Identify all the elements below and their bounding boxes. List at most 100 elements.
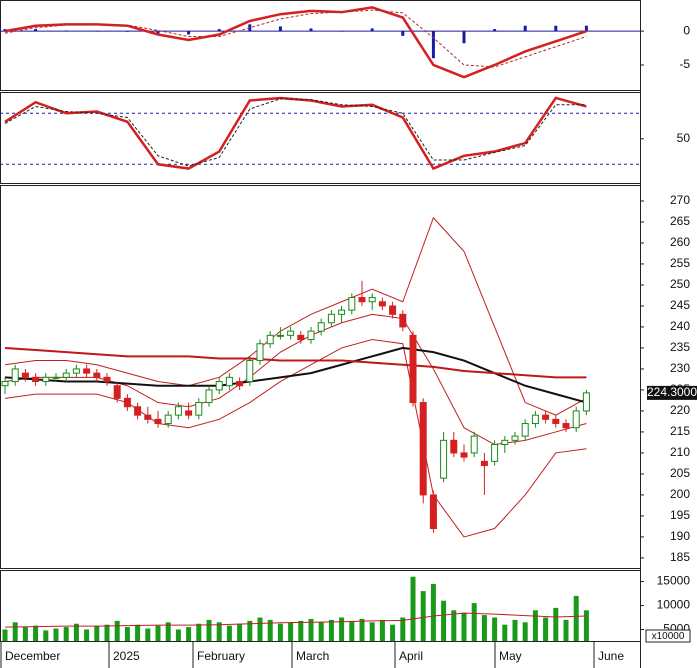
volume-bar <box>22 627 28 641</box>
indicator-line <box>4 313 587 446</box>
candle-body <box>42 376 50 383</box>
volume-bar <box>237 623 243 641</box>
volume-bar <box>420 591 426 641</box>
volume-bar <box>390 624 396 641</box>
volume-bar <box>53 628 59 641</box>
volume-bar <box>502 624 508 641</box>
candle-body <box>185 410 193 416</box>
indicator-line <box>4 216 587 416</box>
candle-body <box>297 334 305 341</box>
y-tick-label: 210 <box>670 445 690 459</box>
indicator-line <box>4 346 587 404</box>
volume-bar <box>155 625 161 641</box>
x-tick-label: April <box>399 649 423 663</box>
candle-body <box>399 313 407 328</box>
volume-bar <box>308 618 314 641</box>
volume-bar <box>471 603 477 641</box>
volume-bar <box>267 619 273 641</box>
candle-body <box>491 444 499 462</box>
volume-bar <box>451 610 457 641</box>
last-price-label: 224.3000 <box>647 385 697 399</box>
volume-bar <box>543 617 549 641</box>
y-tick-label: 190 <box>670 529 690 543</box>
candle-body <box>409 334 417 404</box>
candle-body <box>582 392 590 412</box>
candle-body <box>317 322 325 332</box>
volume-bar <box>573 595 579 641</box>
histogram-bar <box>309 28 313 32</box>
candle-body <box>32 376 40 383</box>
last-price-box <box>647 385 697 400</box>
indicator-line <box>4 339 587 538</box>
y-tick-label: 255 <box>670 256 690 270</box>
candle-body <box>103 376 111 383</box>
volume-bar <box>522 622 528 641</box>
indicator-line <box>4 612 587 628</box>
candle-body <box>154 418 162 425</box>
volume-bar <box>114 620 120 641</box>
histogram-bar <box>278 26 282 32</box>
volume-bar <box>104 624 110 641</box>
candle-body <box>276 334 284 337</box>
volume-bar <box>63 627 69 641</box>
x-tick-label: 2025 <box>113 649 140 663</box>
histogram-bar <box>554 25 558 32</box>
candle-body <box>164 414 172 425</box>
x-tick-label: March <box>296 649 329 663</box>
volume-bar <box>33 625 39 641</box>
volume-bar <box>165 622 171 641</box>
volume-bar <box>349 620 355 641</box>
histogram-bar <box>187 31 191 35</box>
histogram-bar <box>64 30 68 32</box>
histogram-bar <box>493 29 497 32</box>
y-tick-label: 50 <box>677 131 691 145</box>
candle-body <box>52 376 60 379</box>
volume-bar <box>43 630 49 641</box>
candle-body <box>83 368 91 374</box>
indicator-line <box>4 9 587 68</box>
volume-bar <box>196 623 202 641</box>
volume-bar <box>379 619 385 641</box>
histogram-bar <box>340 31 344 32</box>
volume-bar <box>84 629 90 641</box>
candle-body <box>246 360 254 383</box>
volume-bar <box>359 618 365 641</box>
y-tick-label: 260 <box>670 235 690 249</box>
histogram-bar <box>523 25 527 32</box>
y-tick-label: 220 <box>670 403 690 417</box>
candle-body <box>256 343 264 362</box>
panel-frame <box>0 92 641 184</box>
candle-body <box>511 435 519 441</box>
histogram-bar <box>217 29 221 32</box>
histogram-bar <box>584 25 588 32</box>
candle-body <box>307 330 315 341</box>
volume-bar <box>145 628 151 641</box>
volume-bar <box>400 617 406 641</box>
histogram-bar <box>95 31 99 32</box>
candle-body <box>378 301 386 307</box>
y-tick-label: 265 <box>670 214 690 228</box>
candle-body <box>21 372 29 378</box>
candle-body <box>419 402 427 496</box>
y-tick-label: 195 <box>670 508 690 522</box>
candle-body <box>460 452 468 458</box>
x-tick-label: May <box>499 649 522 663</box>
y-tick-label: 185 <box>670 550 690 564</box>
histogram-bar <box>401 31 405 36</box>
histogram-bar <box>431 31 435 59</box>
candle-body <box>348 297 356 311</box>
histogram-bar <box>34 29 38 32</box>
candle-body <box>501 439 509 446</box>
volume-bar <box>257 617 263 641</box>
candle-body <box>542 414 550 420</box>
candle-body <box>1 381 9 387</box>
volume-bar <box>563 619 569 641</box>
y-tick-label: 240 <box>670 319 690 333</box>
candle-body <box>521 423 529 437</box>
y-tick-label: 235 <box>670 340 690 354</box>
candle-body <box>266 334 274 345</box>
candle-body <box>174 406 182 416</box>
volume-bar <box>583 610 589 641</box>
candle-body <box>215 381 223 391</box>
candle-body <box>123 397 131 408</box>
